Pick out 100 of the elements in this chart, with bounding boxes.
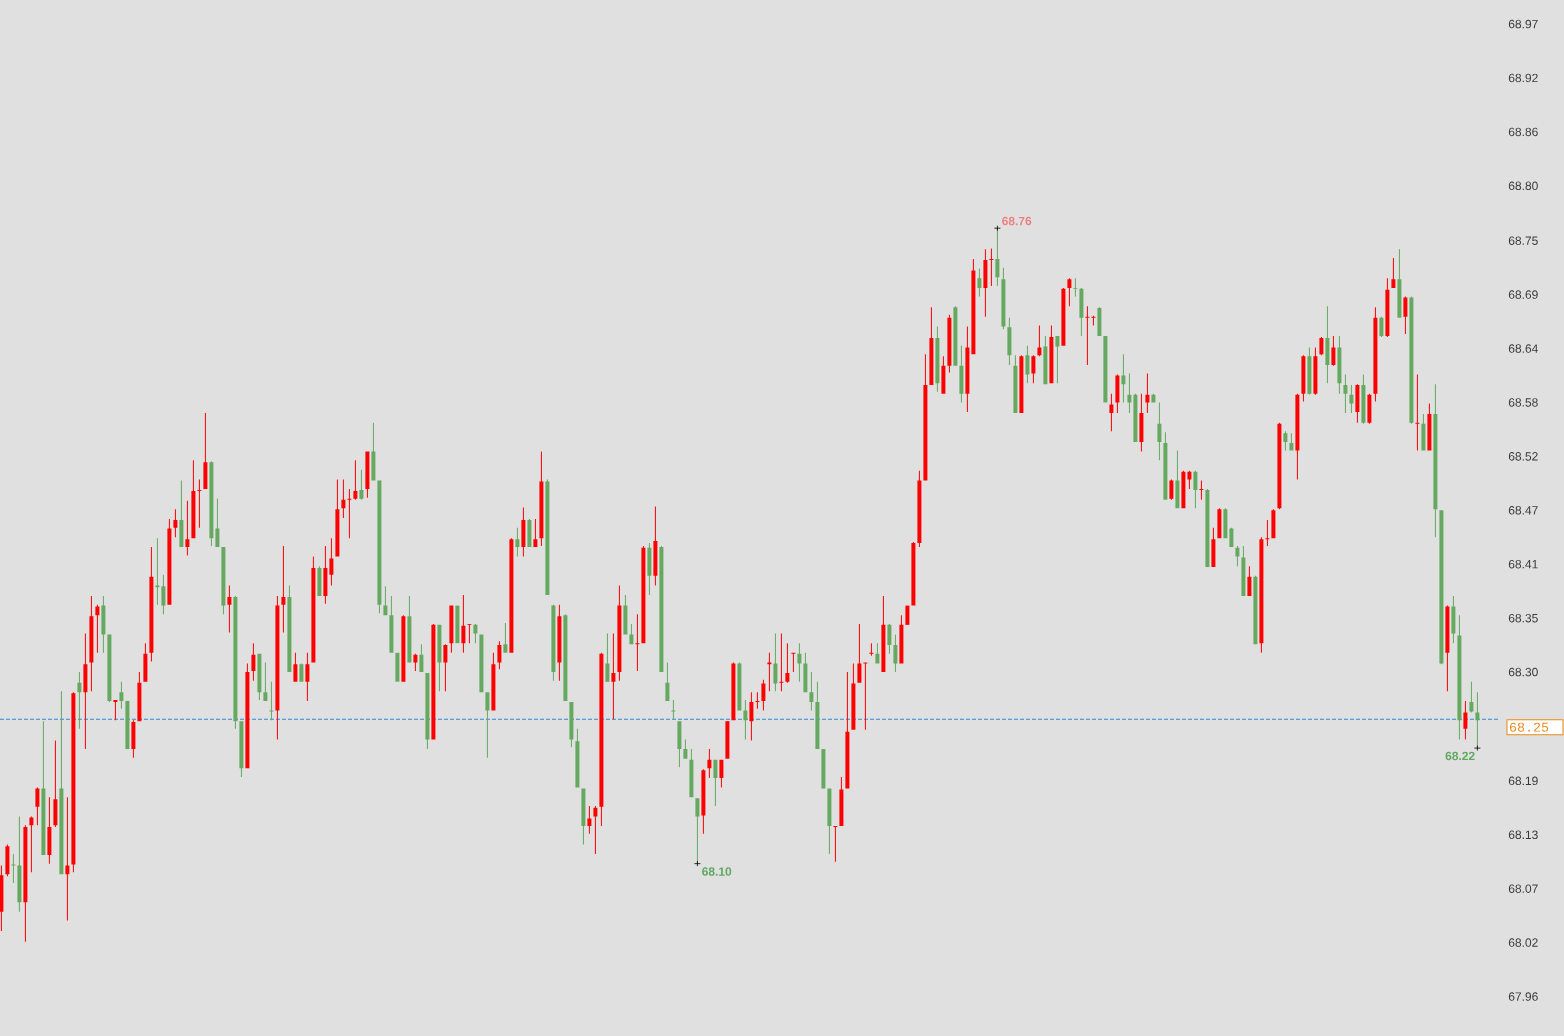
candlestick [347,489,352,539]
candlestick [647,543,652,596]
annotation: 68.22 [1445,751,1475,761]
candlestick [1205,489,1210,568]
candlestick [443,644,448,692]
candlestick [1349,385,1354,414]
candlestick [1313,347,1318,395]
candlestick [1223,508,1228,539]
candlestick [953,306,958,366]
candlestick [1007,317,1012,365]
candlestick [1379,316,1384,337]
candlestick [557,604,562,681]
candlestick [155,538,160,605]
candlestick [719,759,724,788]
candlestick [131,720,136,758]
candlestick [1145,373,1150,414]
candlestick [1073,278,1078,297]
candlestick [287,585,292,673]
candlestick [695,798,700,864]
candlestick [611,633,616,720]
annotation: 68.10 [702,867,732,876]
candlestick [851,663,856,730]
candlestick [1097,307,1102,337]
candlestick [491,652,496,711]
candlestick [263,662,268,701]
candlestick [401,615,406,682]
candlestick [605,633,610,682]
candlestick [1451,595,1456,644]
candlestick [1385,278,1390,337]
candlestick [887,623,892,654]
candlestick [1469,681,1474,713]
candlestick [167,518,172,605]
candlestick [911,542,916,606]
candlestick [1421,414,1426,451]
candlestick [767,652,772,692]
candlestick [35,787,40,826]
y-tick-label: 68.07 [1508,884,1538,893]
candlestick [281,545,286,633]
candlestick [1247,566,1252,596]
candlestick [497,641,502,670]
candlestick [1283,431,1288,451]
candlestick [1457,615,1462,740]
candlestick [1019,355,1024,414]
candlestick [833,826,838,862]
candlestick [683,739,688,759]
candlestick [161,574,166,615]
candlestick [1079,287,1084,337]
candlestick [515,527,520,557]
candlestick [311,556,316,663]
candlestick [293,652,298,682]
candlestick [503,622,508,653]
candlestick [509,538,514,653]
candlestick [245,663,250,769]
candlestick [419,644,424,673]
candlestick [1367,393,1372,424]
candlestick [815,681,820,750]
candlestick [803,652,808,693]
candlestick [635,614,640,672]
candlestick [587,805,592,834]
candlestick [527,518,532,547]
candlestick [407,595,412,663]
candlestick [239,721,244,777]
candlestick [89,595,94,692]
candlestick [1139,393,1144,452]
candlestick [341,479,346,518]
candlestick [1175,450,1180,509]
candlestick [1211,527,1216,568]
candlestick [1343,374,1348,414]
ref-line-label: 68.25 [1509,722,1549,732]
candlestick [377,480,382,614]
candlestick [299,663,304,682]
candlestick [1301,355,1306,402]
candlestick [707,749,712,778]
candlestick [455,605,460,644]
candlestick [215,498,220,547]
candlestick [101,595,106,653]
candlestick [1133,393,1138,442]
y-tick-label: 68.35 [1508,613,1538,623]
y-tick-label: 68.58 [1508,398,1538,407]
candlestick [533,518,538,547]
y-tick-label: 68.41 [1508,559,1538,569]
candlestick [989,248,994,286]
candlestick [431,623,436,740]
y-tick-label: 68.52 [1508,452,1538,461]
candlestick [1235,545,1240,567]
y-tick-label: 68.86 [1508,127,1538,137]
candlestick [335,479,340,557]
candlestick [935,326,940,392]
candlestick [917,470,922,547]
candlestick [173,509,178,538]
candlestick [1193,470,1198,509]
candlestick [1241,545,1246,596]
candlestick [617,585,622,681]
candlestick [1109,393,1114,432]
candlestick [1037,325,1042,357]
candlestick [383,586,388,616]
candlestick [17,816,22,912]
candlestick [317,566,322,596]
candlestick [1163,432,1168,500]
candlestick [1049,325,1054,384]
